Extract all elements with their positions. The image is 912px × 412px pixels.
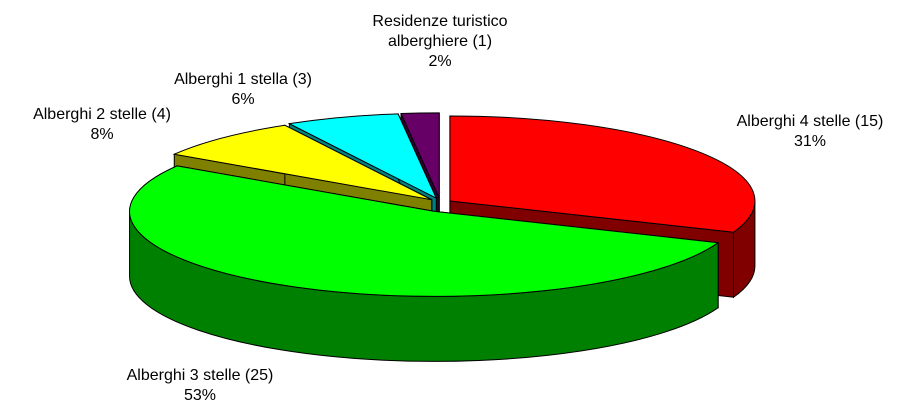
- category-name: Alberghi 1 stella (3): [174, 71, 312, 88]
- slice-top: [449, 115, 756, 233]
- slice-label: Alberghi 3 stelle (25) 53%: [100, 366, 300, 406]
- slice-top: [172, 124, 433, 201]
- slice-top: [400, 112, 440, 199]
- slice-top: [287, 113, 438, 200]
- slice-label: Alberghi 1 stella (3) 6%: [143, 70, 343, 110]
- slice-label: Residenze turistico alberghiere (1) 2%: [355, 12, 525, 72]
- value-label: 31%: [793, 133, 827, 150]
- category-name: Alberghi 4 stelle (15): [736, 113, 884, 130]
- value-label: 8%: [90, 126, 114, 143]
- category-name: Alberghi 3 stelle (25): [126, 367, 274, 384]
- slice-label: Alberghi 2 stelle (4) 8%: [2, 105, 202, 145]
- value-label: 53%: [183, 387, 217, 404]
- value-label: 2%: [428, 53, 452, 70]
- slice-label: Alberghi 4 stelle (15) 31%: [710, 112, 910, 152]
- slice-top: [129, 165, 720, 297]
- category-name: Alberghi 2 stelle (4): [33, 106, 171, 123]
- value-label: 6%: [231, 91, 255, 108]
- category-name: Residenze turistico alberghiere (1): [372, 13, 508, 50]
- pie-slice: [129, 165, 720, 362]
